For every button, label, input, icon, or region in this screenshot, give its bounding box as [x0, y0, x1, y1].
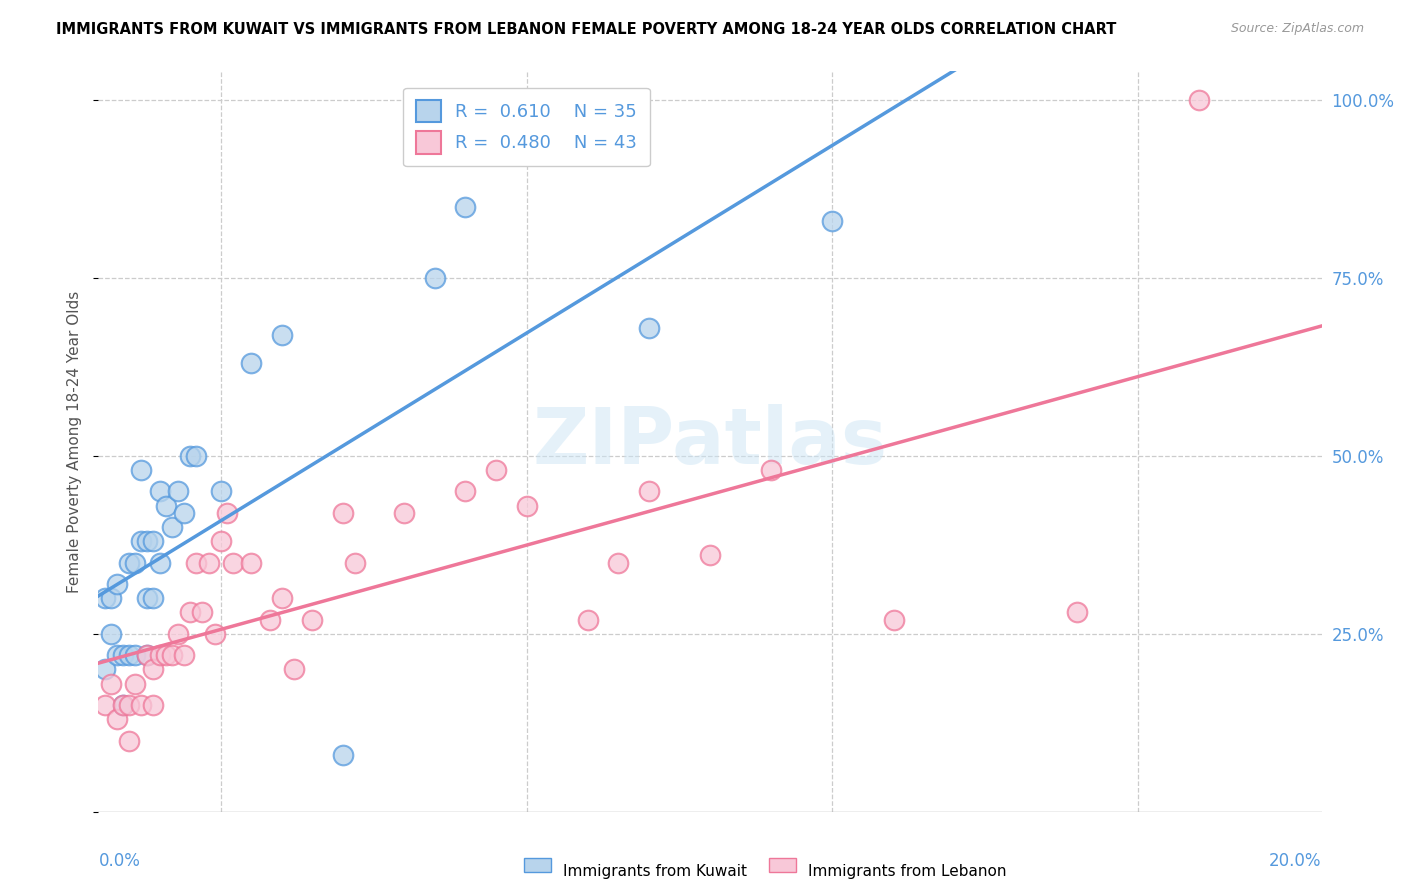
Point — [454, 200, 477, 214]
Text: IMMIGRANTS FROM KUWAIT VS IMMIGRANTS FROM LEBANON FEMALE POVERTY AMONG 18-24 YEA: IMMIGRANTS FROM KUWAIT VS IMMIGRANTS FRO… — [56, 22, 1116, 37]
Point — [332, 747, 354, 762]
Point — [209, 534, 232, 549]
Point — [883, 613, 905, 627]
Point — [759, 463, 782, 477]
Point — [607, 556, 630, 570]
Y-axis label: Female Poverty Among 18-24 Year Olds: Female Poverty Among 18-24 Year Olds — [67, 291, 83, 592]
Point — [149, 484, 172, 499]
Point — [186, 556, 208, 570]
Text: 20.0%: 20.0% — [1270, 853, 1322, 871]
Point — [270, 327, 292, 342]
Point — [124, 556, 146, 570]
Point — [344, 556, 367, 570]
Point — [129, 698, 152, 712]
Point — [179, 606, 201, 620]
Point — [173, 648, 195, 662]
Point — [240, 356, 263, 370]
Point — [93, 662, 115, 676]
Point — [167, 484, 190, 499]
Point — [485, 463, 508, 477]
Point — [160, 520, 183, 534]
Point — [124, 648, 146, 662]
Point — [209, 484, 232, 499]
Point — [136, 648, 159, 662]
Point — [149, 556, 172, 570]
Point — [173, 506, 195, 520]
Point — [259, 613, 281, 627]
Point — [142, 591, 165, 606]
Point — [576, 613, 599, 627]
Point — [454, 484, 477, 499]
Legend: R =  0.610    N = 35, R =  0.480    N = 43: R = 0.610 N = 35, R = 0.480 N = 43 — [404, 87, 650, 166]
Point — [111, 698, 134, 712]
Point — [129, 463, 152, 477]
Point — [821, 214, 844, 228]
Point — [197, 556, 219, 570]
Point — [100, 676, 122, 690]
FancyBboxPatch shape — [769, 857, 796, 872]
FancyBboxPatch shape — [524, 857, 551, 872]
Point — [186, 449, 208, 463]
Point — [105, 577, 128, 591]
Point — [111, 648, 134, 662]
Text: Immigrants from Lebanon: Immigrants from Lebanon — [808, 863, 1007, 879]
Point — [516, 499, 538, 513]
Point — [93, 591, 115, 606]
Point — [301, 613, 323, 627]
Point — [160, 648, 183, 662]
Point — [283, 662, 305, 676]
Point — [111, 698, 134, 712]
Point — [93, 698, 115, 712]
Point — [222, 556, 245, 570]
Point — [392, 506, 416, 520]
Text: ZIPatlas: ZIPatlas — [533, 403, 887, 480]
Point — [142, 534, 165, 549]
Point — [332, 506, 354, 520]
Text: 0.0%: 0.0% — [98, 853, 141, 871]
Point — [105, 712, 128, 726]
Point — [179, 449, 201, 463]
Point — [105, 648, 128, 662]
Point — [155, 499, 177, 513]
Point — [100, 591, 122, 606]
Point — [240, 556, 263, 570]
Point — [124, 676, 146, 690]
Point — [155, 648, 177, 662]
Point — [423, 270, 446, 285]
Point — [100, 626, 122, 640]
Point — [215, 506, 238, 520]
Point — [270, 591, 292, 606]
Point — [1188, 93, 1211, 107]
Point — [637, 320, 661, 334]
Point — [167, 626, 190, 640]
Text: Source: ZipAtlas.com: Source: ZipAtlas.com — [1230, 22, 1364, 36]
Point — [191, 606, 214, 620]
Point — [136, 534, 159, 549]
Point — [1066, 606, 1088, 620]
Point — [118, 733, 141, 747]
Point — [699, 549, 721, 563]
Point — [142, 698, 165, 712]
Point — [136, 591, 159, 606]
Point — [129, 534, 152, 549]
Text: Immigrants from Kuwait: Immigrants from Kuwait — [564, 863, 747, 879]
Point — [136, 648, 159, 662]
Point — [142, 662, 165, 676]
Point — [118, 648, 141, 662]
Point — [637, 484, 661, 499]
Point — [149, 648, 172, 662]
Point — [204, 626, 226, 640]
Point — [118, 556, 141, 570]
Point — [118, 698, 141, 712]
